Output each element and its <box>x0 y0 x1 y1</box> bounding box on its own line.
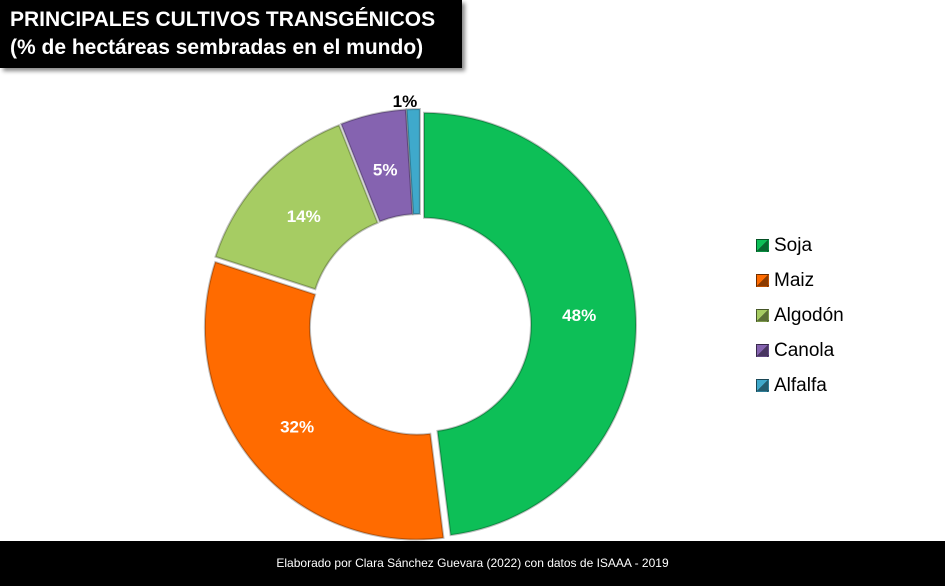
title-line-2: (% de hectáreas sembradas en el mundo) <box>10 36 424 59</box>
legend-item-algodón: Algodón <box>756 298 844 333</box>
legend-label: Algodón <box>774 304 844 326</box>
chart-title: PRINCIPALES CULTIVOS TRANSGÉNICOS (% de … <box>0 0 462 68</box>
data-label-canola: 5% <box>373 160 398 179</box>
data-label-alfalfa: 1% <box>393 92 418 111</box>
legend-item-maiz: Maiz <box>756 263 844 298</box>
legend-swatch <box>756 379 769 392</box>
legend-item-alfalfa: Alfalfa <box>756 368 844 403</box>
slice-algodón <box>214 123 379 291</box>
data-label-maiz: 32% <box>280 418 314 437</box>
legend-label: Canola <box>774 339 835 361</box>
slice-soja <box>422 111 637 537</box>
footer-source: Elaborado por Clara Sánchez Guevara (202… <box>0 541 945 586</box>
title-line-1: PRINCIPALES CULTIVOS TRANSGÉNICOS <box>10 8 436 31</box>
legend-swatch <box>756 344 769 357</box>
data-label-soja: 48% <box>562 306 596 325</box>
slice-alfalfa <box>405 108 421 216</box>
data-label-algodón: 14% <box>287 207 321 226</box>
legend-swatch <box>756 274 769 287</box>
legend-label: Soja <box>774 234 813 256</box>
legend-label: Maiz <box>774 269 815 291</box>
legend-item-soja: Soja <box>756 228 844 263</box>
legend-swatch <box>756 239 769 252</box>
legend-label: Alfalfa <box>774 374 827 396</box>
legend-swatch <box>756 309 769 322</box>
legend: Soja Maiz Algodón Canola Alfalfa <box>756 228 844 403</box>
slice-maiz <box>203 260 445 541</box>
legend-item-canola: Canola <box>756 333 844 368</box>
slice-canola <box>339 108 414 223</box>
